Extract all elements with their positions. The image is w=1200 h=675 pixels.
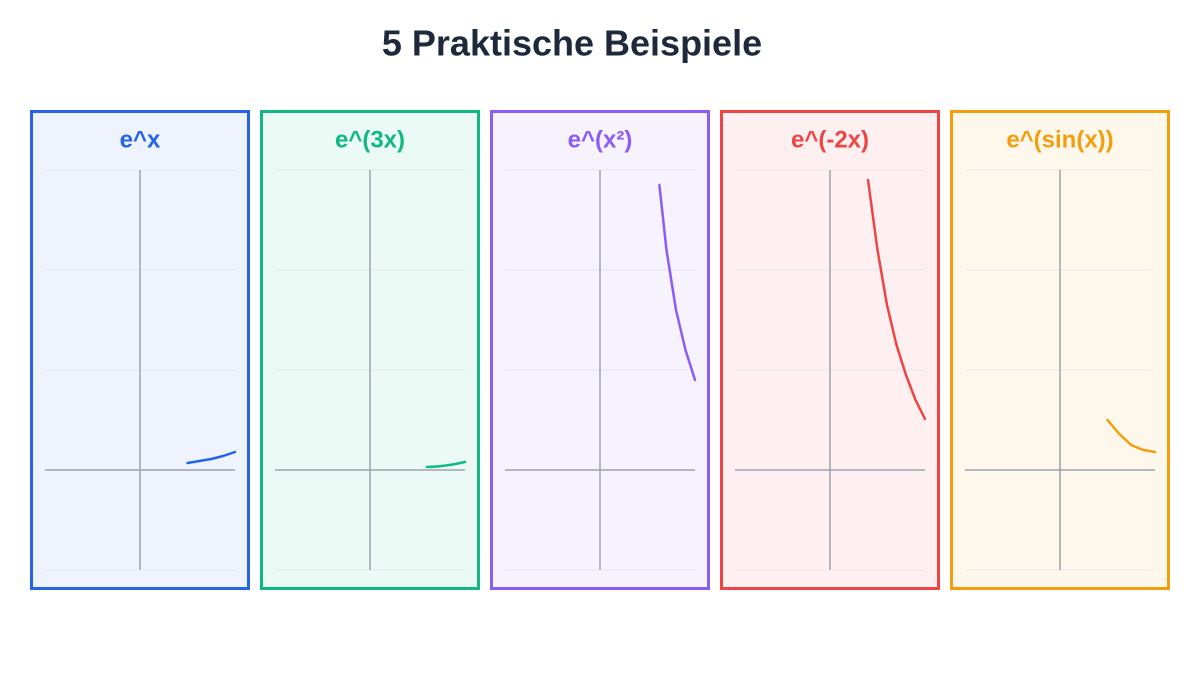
- panel-title: e^(3x): [335, 126, 405, 153]
- panel-title: e^x: [120, 126, 161, 153]
- panel-title: e^(sin(x)): [1006, 126, 1113, 153]
- curve: [186, 450, 237, 465]
- curve: [866, 178, 927, 421]
- curve: [425, 460, 467, 469]
- curve: [658, 183, 697, 382]
- panel-title: e^(x²): [568, 126, 633, 153]
- panel-title: e^(-2x): [791, 126, 869, 153]
- curve: [1106, 418, 1157, 454]
- page-title: 5 Praktische Beispiele: [382, 23, 762, 64]
